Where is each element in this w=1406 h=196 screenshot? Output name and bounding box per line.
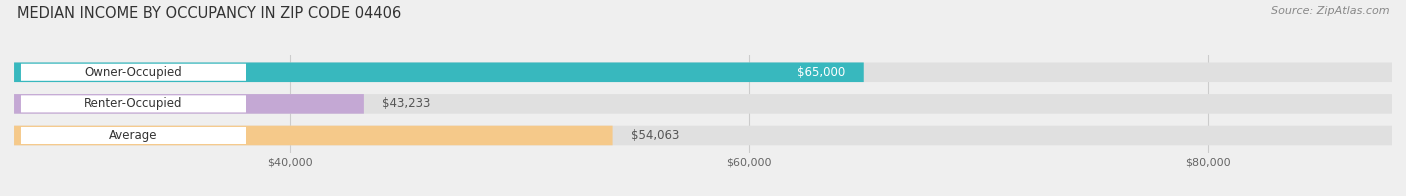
FancyBboxPatch shape bbox=[21, 127, 246, 144]
Text: Owner-Occupied: Owner-Occupied bbox=[84, 66, 183, 79]
FancyBboxPatch shape bbox=[14, 126, 1392, 145]
FancyBboxPatch shape bbox=[21, 64, 246, 81]
FancyBboxPatch shape bbox=[14, 94, 1392, 114]
Text: MEDIAN INCOME BY OCCUPANCY IN ZIP CODE 04406: MEDIAN INCOME BY OCCUPANCY IN ZIP CODE 0… bbox=[17, 6, 401, 21]
FancyBboxPatch shape bbox=[14, 94, 364, 114]
Text: Source: ZipAtlas.com: Source: ZipAtlas.com bbox=[1271, 6, 1389, 16]
Text: Renter-Occupied: Renter-Occupied bbox=[84, 97, 183, 110]
FancyBboxPatch shape bbox=[14, 63, 863, 82]
Text: $65,000: $65,000 bbox=[797, 66, 845, 79]
FancyBboxPatch shape bbox=[14, 63, 1392, 82]
Text: $54,063: $54,063 bbox=[631, 129, 679, 142]
Text: $43,233: $43,233 bbox=[382, 97, 430, 110]
FancyBboxPatch shape bbox=[14, 126, 613, 145]
Text: Average: Average bbox=[110, 129, 157, 142]
FancyBboxPatch shape bbox=[21, 95, 246, 113]
